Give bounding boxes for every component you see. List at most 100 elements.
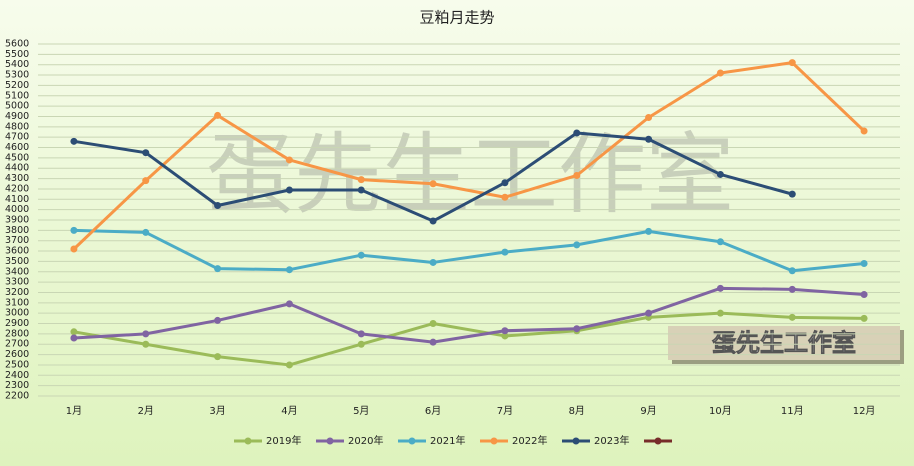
point [142,340,150,348]
y-tick-label: 4500 [5,152,29,163]
legend-marker [326,437,334,445]
legend-marker [244,437,252,445]
legend-marker [654,437,662,445]
point [357,330,365,338]
point [285,156,293,164]
x-tick-label: 8月 [569,405,585,417]
point [70,328,78,336]
y-tick-label: 2700 [5,339,29,350]
x-tick-label: 5月 [353,405,369,417]
point [860,291,868,299]
point [357,176,365,184]
point [357,251,365,259]
point [214,111,222,119]
series-line [72,61,866,251]
point [645,114,653,122]
series-line [73,228,865,273]
point [70,245,78,253]
y-tick-label: 5300 [5,70,29,81]
point [357,186,365,194]
point [70,226,78,234]
point [70,137,78,145]
y-tick-label: 5500 [5,49,29,60]
y-tick-label: 3000 [5,308,29,319]
watermark: 蛋先生工作室 [206,123,734,226]
point [501,179,509,187]
point [645,309,653,317]
point [214,265,222,273]
point [429,338,437,346]
point [501,327,509,335]
x-tick-label: 6月 [425,405,441,417]
y-tick-label: 3300 [5,277,29,288]
point [573,325,581,333]
point [716,309,724,317]
point [716,170,724,178]
point [788,190,796,198]
legend-marker [572,437,580,445]
point [214,202,222,210]
y-tick-label: 5100 [5,90,29,101]
series-line [73,311,865,367]
point [716,284,724,292]
point [429,258,437,266]
point [285,361,293,369]
x-tick-label: 12月 [853,405,876,417]
point [645,227,653,235]
y-tick-label: 3200 [5,287,29,298]
point [860,259,868,267]
y-tick-label: 4000 [5,204,29,215]
x-tick-label: 7月 [497,405,513,417]
legend-marker [490,437,498,445]
y-tick-label: 3700 [5,235,29,246]
y-tick-label: 2300 [5,380,29,391]
y-tick-label: 4800 [5,121,29,132]
point [788,285,796,293]
y-tick-label: 2400 [5,370,29,381]
y-tick-label: 3900 [5,215,29,226]
point [573,129,581,137]
point [788,59,796,67]
legend-label: 2023年 [594,434,629,447]
point [142,149,150,157]
y-tick-label: 4600 [5,142,29,153]
x-tick-label: 2月 [138,405,154,417]
y-tick-label: 3100 [5,297,29,308]
legend-label: 2021年 [430,434,465,447]
y-tick-label: 3600 [5,246,29,257]
point [573,241,581,249]
point [429,320,437,328]
point [142,177,150,185]
y-tick-label: 4200 [5,183,29,194]
x-tick-label: 3月 [209,405,225,417]
point [285,186,293,194]
legend-label: 2020年 [348,434,383,447]
badge-text: 蛋先生工作室 [712,329,856,357]
x-tick-label: 10月 [709,405,732,417]
y-tick-label: 5400 [5,59,29,70]
y-tick-label: 2900 [5,318,29,329]
point [501,193,509,201]
x-tick-label: 1月 [66,405,82,417]
point [429,217,437,225]
y-tick-label: 5200 [5,80,29,91]
y-tick-label: 2800 [5,328,29,339]
x-tick-label: 4月 [281,405,297,417]
chart-title: 豆粕月走势 [419,9,494,27]
y-tick-label: 4300 [5,173,29,184]
point [214,353,222,361]
point [573,171,581,179]
series-line [73,286,865,344]
point [501,248,509,256]
y-tick-label: 3800 [5,225,29,236]
y-tick-label: 2200 [5,391,29,402]
point [214,316,222,324]
point [788,267,796,275]
legend-label: 2022年 [512,434,547,447]
point [70,334,78,342]
point [645,135,653,143]
y-tick-label: 4400 [5,163,29,174]
y-tick-label: 3400 [5,266,29,277]
